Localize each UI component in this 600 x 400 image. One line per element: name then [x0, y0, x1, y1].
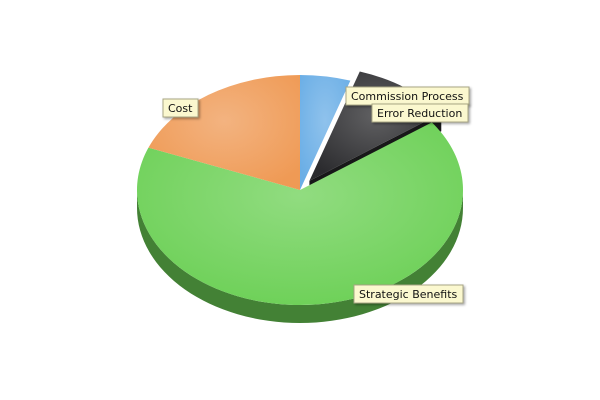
label-box-cost — [162, 98, 199, 118]
label-text-error-reduction: Error Reduction — [377, 107, 462, 120]
label-commission-process: Commission Process — [345, 86, 470, 106]
label-box-strategic-benefits — [353, 284, 464, 304]
pie-labels: Commission Process Error Reduction Strateg… — [162, 86, 470, 304]
label-text-strategic-benefits: Strategic Benefits — [359, 288, 458, 301]
label-error-reduction: Error Reduction — [371, 103, 469, 123]
slice-cost[interactable] — [148, 75, 300, 190]
label-text-commission-process: Commission Process — [351, 90, 464, 103]
label-box-error-reduction — [371, 103, 469, 123]
slice-strategic-benefits[interactable] — [137, 122, 464, 305]
label-text-cost: Cost — [168, 102, 193, 115]
pie-slices — [137, 71, 464, 323]
slice-commission-process[interactable] — [300, 75, 351, 190]
label-strategic-benefits: Strategic Benefits — [353, 284, 464, 304]
label-cost: Cost — [162, 98, 199, 118]
